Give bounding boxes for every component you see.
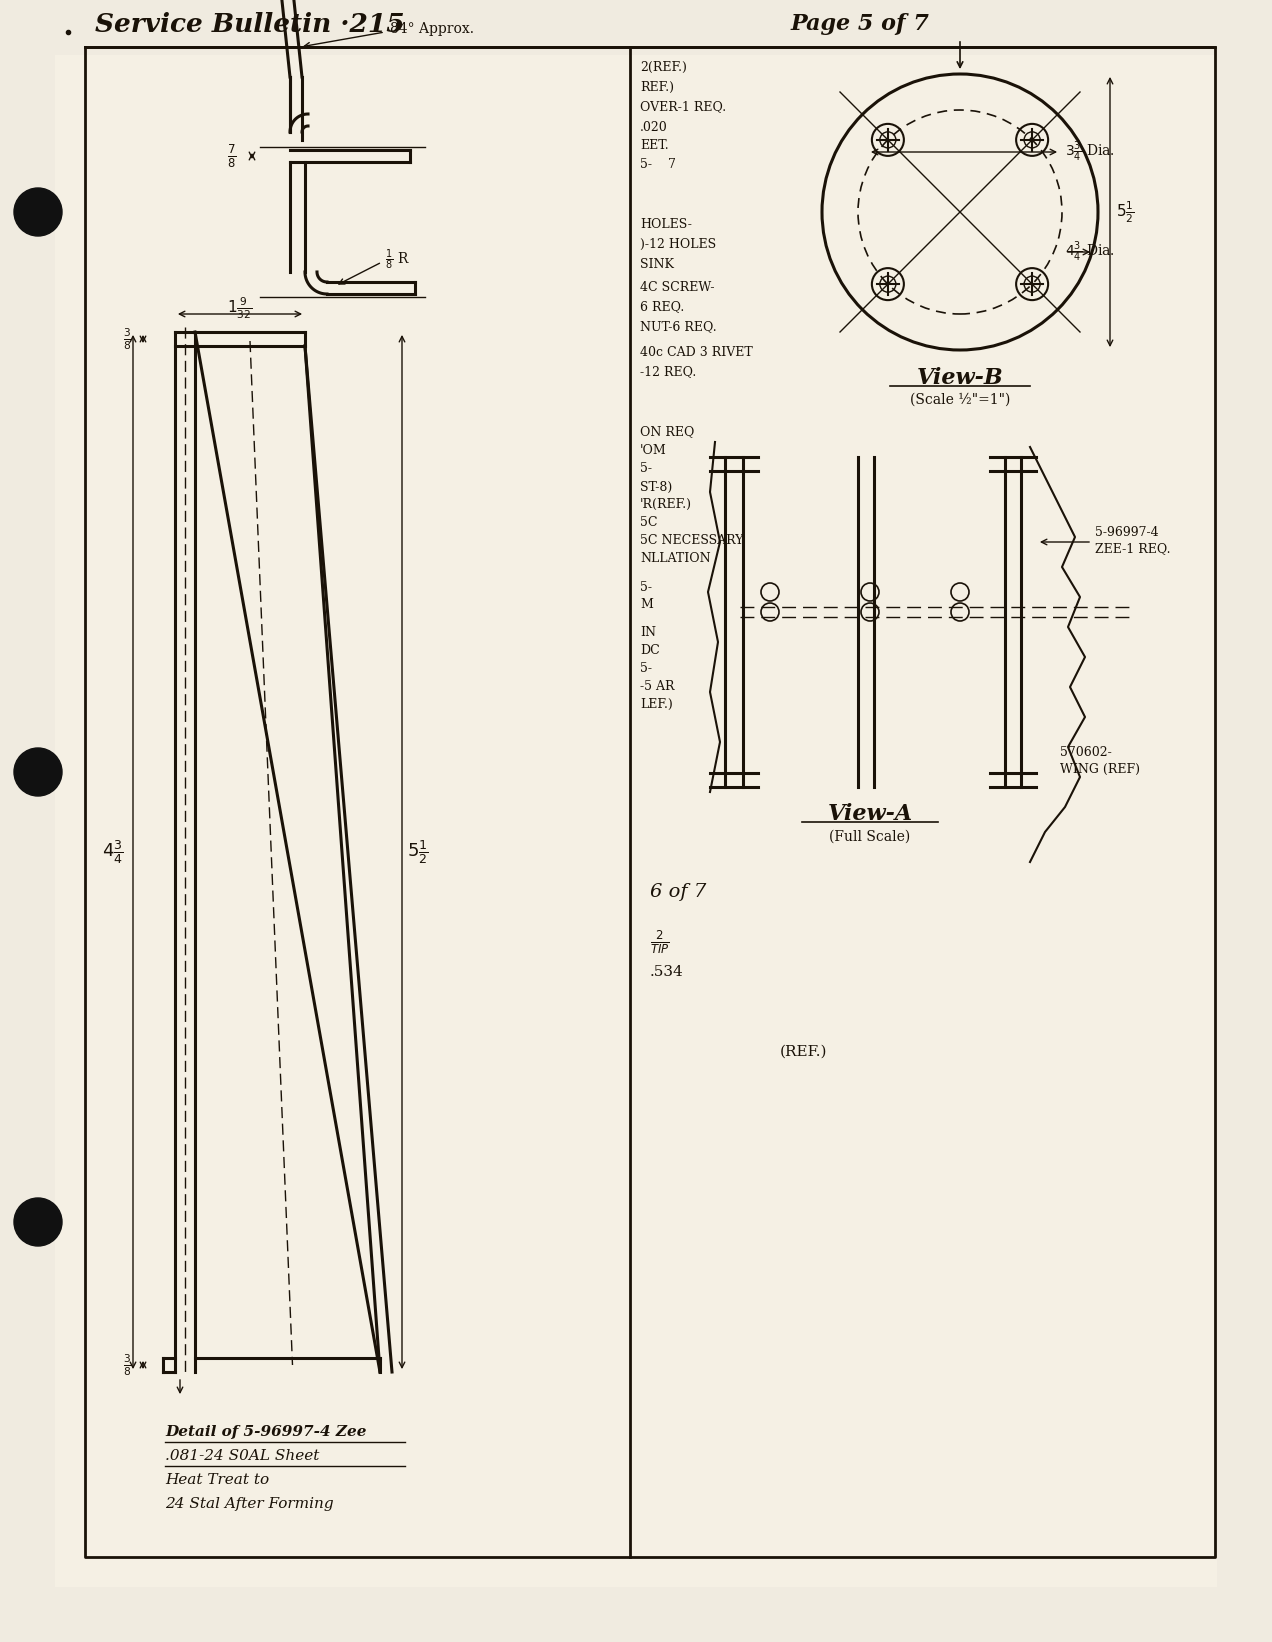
Text: DC: DC xyxy=(640,644,660,657)
Text: REF.): REF.) xyxy=(640,80,674,94)
Text: -12 REQ.: -12 REQ. xyxy=(640,366,696,379)
Text: 'R(REF.): 'R(REF.) xyxy=(640,498,692,511)
Text: $\frac{3}{8}$: $\frac{3}{8}$ xyxy=(122,1353,131,1378)
Text: $1\frac{9}{32}$: $1\frac{9}{32}$ xyxy=(228,296,253,320)
Text: 5-: 5- xyxy=(640,461,653,475)
Text: 570602-: 570602- xyxy=(1060,745,1112,759)
Text: IN: IN xyxy=(640,626,656,639)
Text: 40c CAD 3 RIVET: 40c CAD 3 RIVET xyxy=(640,345,753,358)
Text: .081-24 S0AL Sheet: .081-24 S0AL Sheet xyxy=(165,1448,319,1463)
Text: 4C SCREW-: 4C SCREW- xyxy=(640,281,715,294)
Circle shape xyxy=(14,1199,62,1246)
Text: $\frac{7}{8}$: $\frac{7}{8}$ xyxy=(228,143,237,169)
Text: 5C NECESSARY: 5C NECESSARY xyxy=(640,534,744,547)
Text: ZEE-1 REQ.: ZEE-1 REQ. xyxy=(1095,542,1170,555)
Text: 84° Approx.: 84° Approx. xyxy=(391,21,474,36)
Circle shape xyxy=(14,187,62,236)
FancyBboxPatch shape xyxy=(55,54,1217,1588)
Text: NLLATION: NLLATION xyxy=(640,552,711,565)
Circle shape xyxy=(14,749,62,796)
Text: HOLES-: HOLES- xyxy=(640,217,692,230)
Text: 'OM: 'OM xyxy=(640,443,667,456)
Text: SINK: SINK xyxy=(640,258,674,271)
Text: 5-: 5- xyxy=(640,581,653,593)
Text: $\frac{1}{8}$ R: $\frac{1}{8}$ R xyxy=(385,248,410,273)
Text: LEF.): LEF.) xyxy=(640,698,673,711)
Text: $5\frac{1}{2}$: $5\frac{1}{2}$ xyxy=(407,837,429,865)
Text: $\frac{3}{8}$: $\frac{3}{8}$ xyxy=(122,327,131,351)
Text: 6 REQ.: 6 REQ. xyxy=(640,300,684,314)
Text: .020: .020 xyxy=(640,120,668,133)
Text: Page 5 of 7: Page 5 of 7 xyxy=(791,13,930,34)
Text: Detail of 5-96997-4 Zee: Detail of 5-96997-4 Zee xyxy=(165,1425,366,1438)
Text: 24 Stal After Forming: 24 Stal After Forming xyxy=(165,1498,333,1511)
Text: 5C: 5C xyxy=(640,516,658,529)
Text: Service Bulletin ·215: Service Bulletin ·215 xyxy=(95,11,404,36)
Text: 5-    7: 5- 7 xyxy=(640,158,675,171)
Text: .534: .534 xyxy=(650,965,684,979)
Text: $\frac{2}{TIP}$: $\frac{2}{TIP}$ xyxy=(650,928,669,956)
Text: View-B: View-B xyxy=(917,368,1004,389)
Text: )-12 HOLES: )-12 HOLES xyxy=(640,238,716,251)
Text: 5-: 5- xyxy=(640,662,653,675)
Text: -5 AR: -5 AR xyxy=(640,680,674,693)
Text: ST-8): ST-8) xyxy=(640,481,672,494)
Text: EET.: EET. xyxy=(640,138,669,151)
Text: (Full Scale): (Full Scale) xyxy=(829,829,911,844)
Text: Heat Treat to: Heat Treat to xyxy=(165,1473,270,1488)
Text: (REF.): (REF.) xyxy=(780,1044,828,1059)
Text: 6 of 7: 6 of 7 xyxy=(650,883,706,901)
Text: M: M xyxy=(640,598,653,611)
Text: (Scale ½"=1"): (Scale ½"=1") xyxy=(909,392,1010,407)
Text: OVER-1 REQ.: OVER-1 REQ. xyxy=(640,100,726,113)
Text: WING (REF): WING (REF) xyxy=(1060,762,1140,775)
Text: ON REQ: ON REQ xyxy=(640,425,695,438)
Text: $4\frac{3}{4}$ Dia.: $4\frac{3}{4}$ Dia. xyxy=(1065,240,1116,264)
Text: $3\frac{3}{4}$ Dia.: $3\frac{3}{4}$ Dia. xyxy=(1065,140,1116,164)
Text: View-A: View-A xyxy=(828,803,912,824)
Text: 2(REF.): 2(REF.) xyxy=(640,61,687,74)
Text: NUT-6 REQ.: NUT-6 REQ. xyxy=(640,320,716,333)
Text: 5-96997-4: 5-96997-4 xyxy=(1095,525,1159,539)
Text: $5\frac{1}{2}$: $5\frac{1}{2}$ xyxy=(1116,199,1135,225)
Text: $4\frac{3}{4}$: $4\frac{3}{4}$ xyxy=(102,837,123,865)
